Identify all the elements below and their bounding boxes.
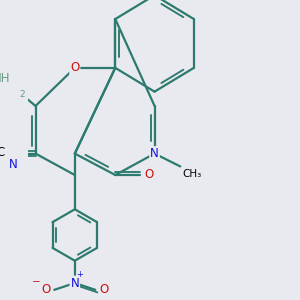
- Text: O: O: [41, 284, 50, 296]
- Text: N: N: [150, 147, 159, 160]
- Text: C: C: [0, 146, 4, 159]
- Text: −: −: [32, 277, 40, 287]
- Text: O: O: [99, 284, 109, 296]
- Text: O: O: [144, 169, 153, 182]
- Text: N: N: [9, 158, 18, 171]
- Text: CH₃: CH₃: [182, 169, 202, 178]
- Text: 2: 2: [20, 90, 25, 99]
- Text: N: N: [70, 277, 79, 290]
- Text: NH: NH: [0, 71, 11, 85]
- Text: +: +: [76, 270, 83, 279]
- Text: O: O: [70, 61, 80, 74]
